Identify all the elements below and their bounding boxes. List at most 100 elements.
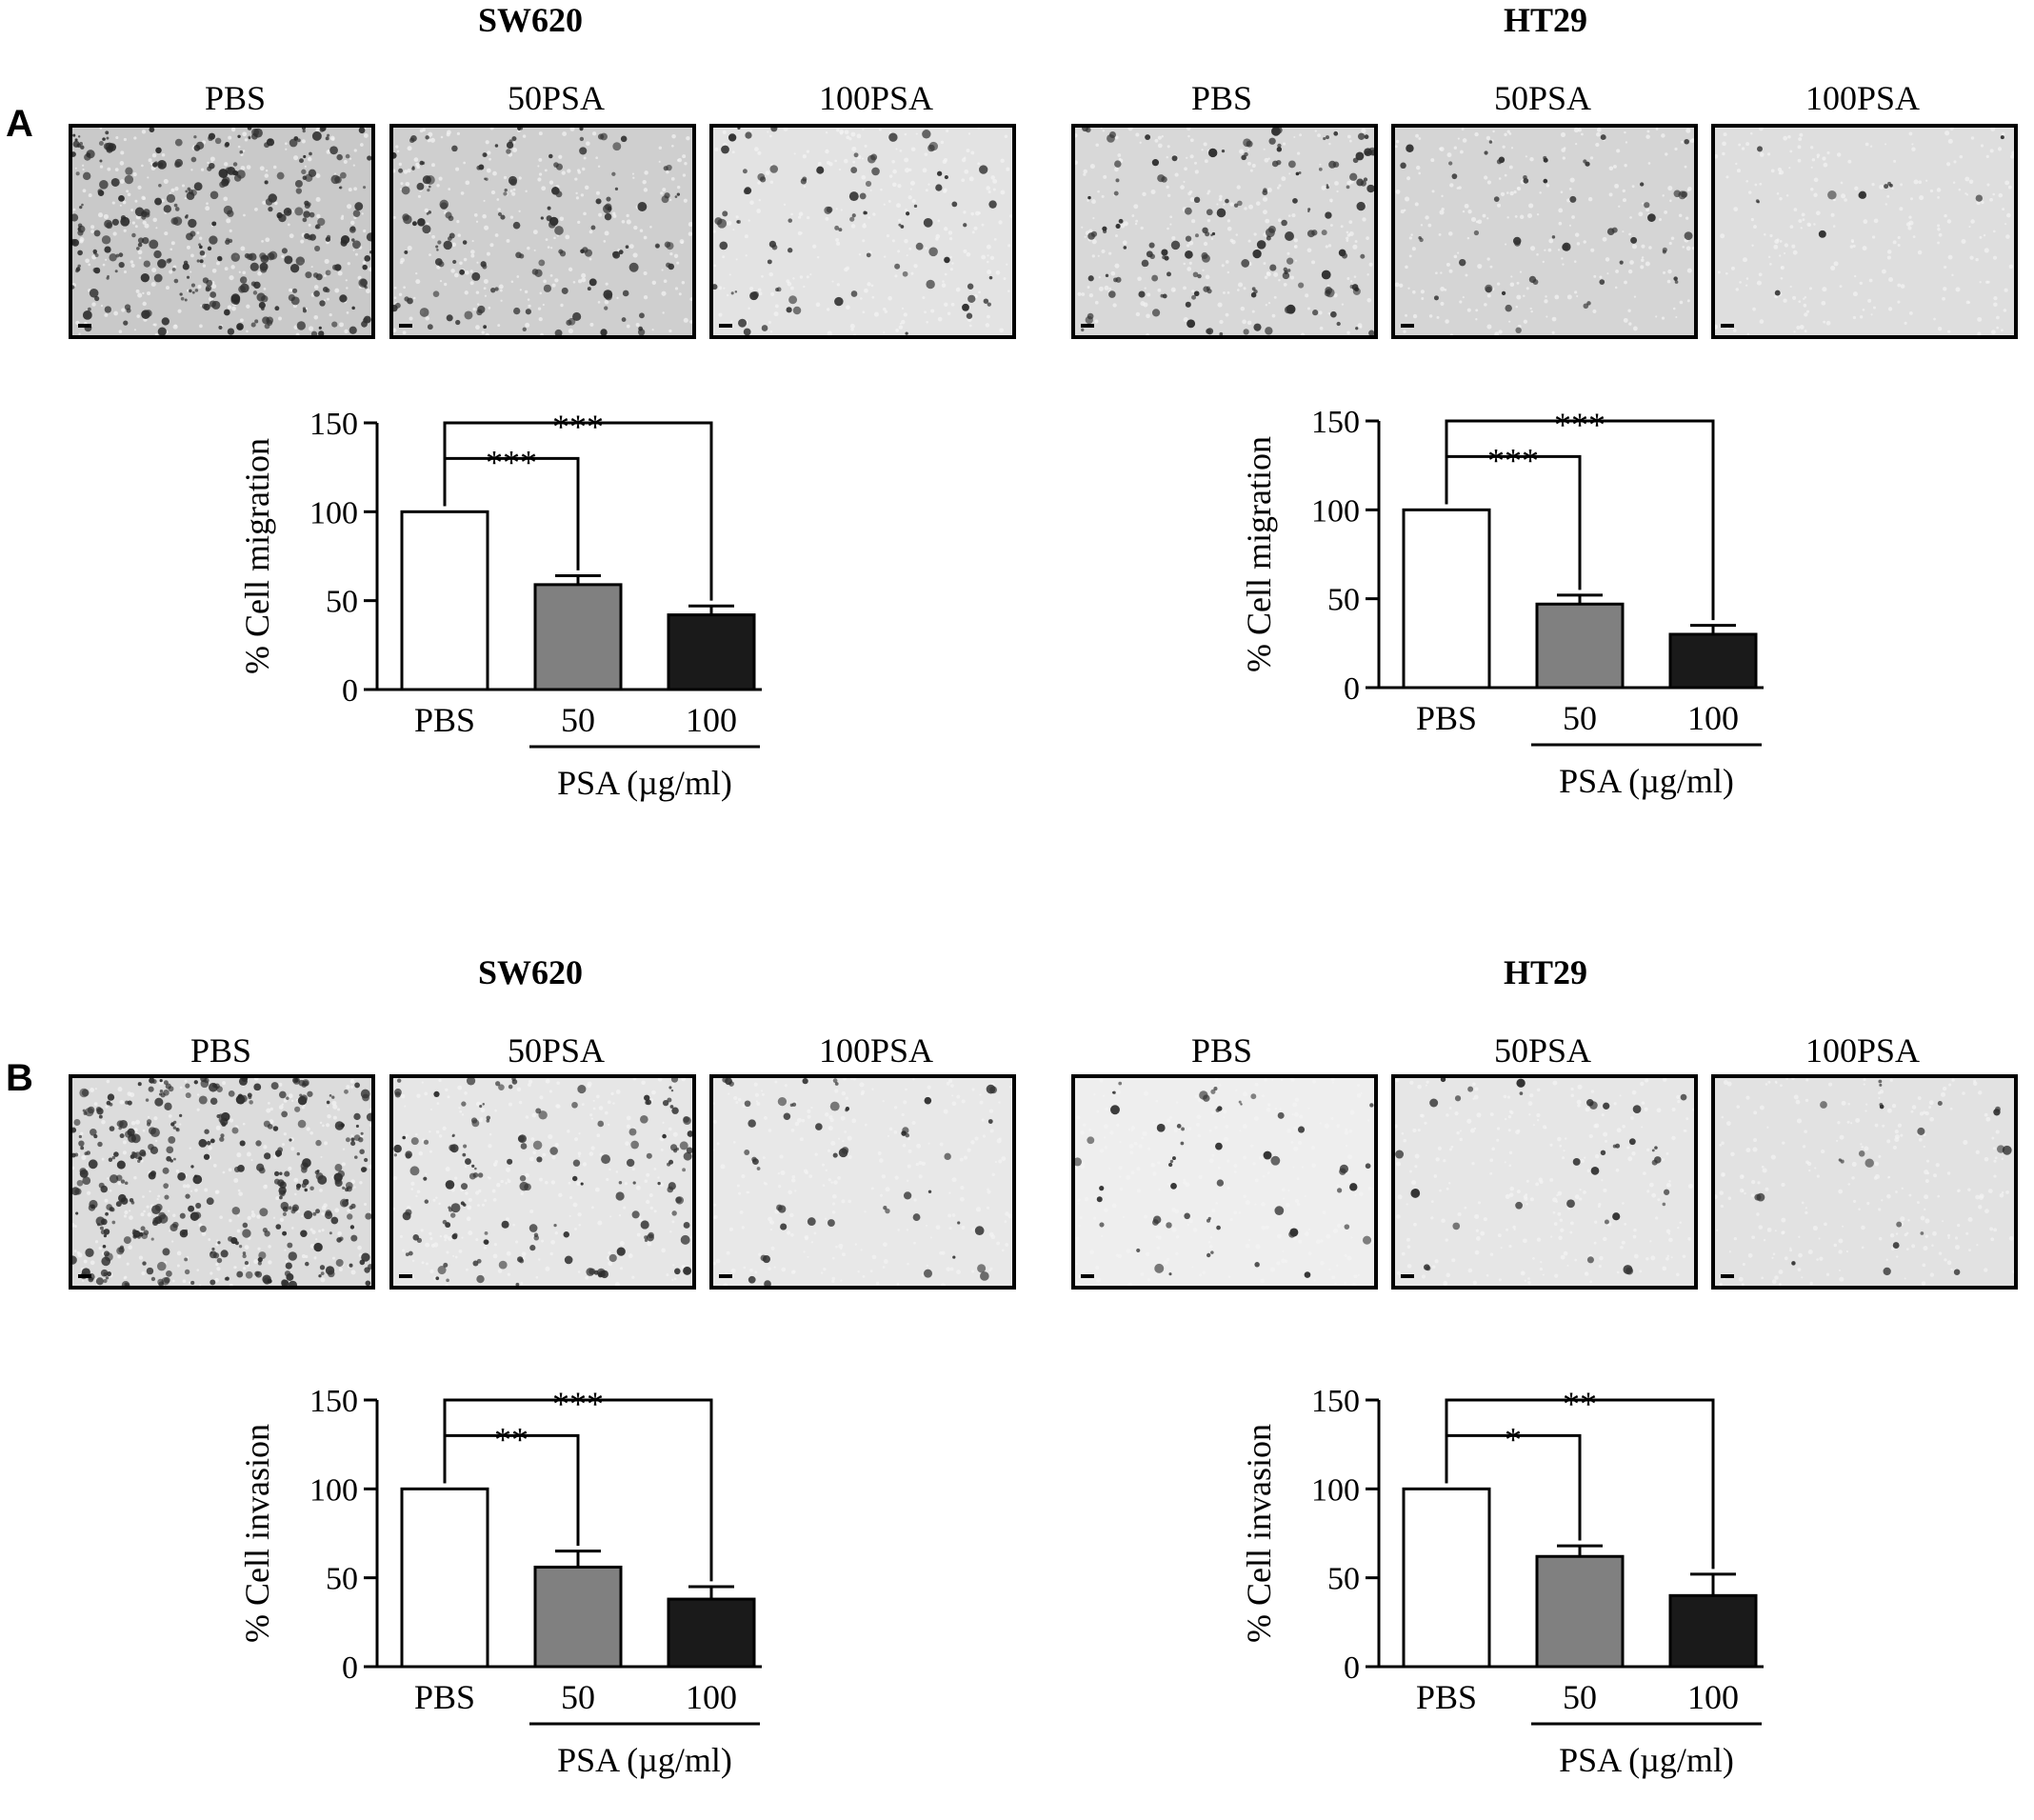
micrograph [1391,1074,1698,1290]
x-tick-label: PBS [1416,699,1477,737]
y-tick-label: 100 [309,495,358,530]
y-tick-label: 100 [1311,1472,1360,1508]
x-tick-label: 50 [561,1678,595,1716]
micrograph-field [393,1078,692,1286]
bar [1670,1595,1756,1667]
y-tick-label: 50 [326,1562,358,1597]
y-axis-label: % Cell invasion [238,1424,276,1643]
significance-label: *** [552,408,604,446]
scale-bar [399,1274,412,1278]
scale-bar [1721,324,1734,328]
bar [535,585,621,690]
micrograph [69,124,375,339]
title-a-sw620: SW620 [340,0,721,40]
micrograph-field [72,1078,371,1286]
bar [535,1567,621,1667]
bar [668,615,754,690]
micrograph [1071,124,1378,339]
x-group-label: PSA (µg/ml) [1559,762,1734,800]
image-label: 50PSA [1386,1030,1700,1070]
x-tick-label: 50 [1563,1678,1597,1716]
y-tick-label: 50 [1327,1562,1360,1597]
micrograph-field [1715,1078,2014,1286]
micrograph-field [1395,1078,1694,1286]
bar [1404,510,1489,688]
micrograph [1711,124,2018,339]
bar [1537,604,1623,688]
significance-label: *** [1487,441,1539,479]
y-tick-label: 0 [342,673,358,709]
scale-bar [78,324,91,328]
micrograph-field [393,128,692,335]
micrograph [709,1074,1016,1290]
scale-bar [1081,324,1094,328]
image-label: 50PSA [399,1030,713,1070]
image-label: PBS [64,1030,378,1070]
image-label: PBS [78,78,392,118]
x-tick-label: 100 [686,1678,737,1716]
scale-bar [719,324,732,328]
scale-bar [1401,324,1414,328]
x-tick-label: 50 [1563,699,1597,737]
micrograph-field [713,1078,1012,1286]
panel-letter-a: A [6,103,33,146]
x-tick-label: 50 [561,701,595,739]
title-b-ht29: HT29 [1355,952,1736,992]
scale-bar [1081,1274,1094,1278]
micrograph-field [1395,128,1694,335]
micrograph-field [713,128,1012,335]
title-a-ht29: HT29 [1355,0,1736,40]
significance-label: ** [494,1420,528,1458]
x-group-label: PSA (µg/ml) [557,764,732,802]
bar [1404,1489,1489,1667]
y-axis-label: % Cell invasion [1240,1424,1278,1643]
image-label: 100PSA [1705,78,2020,118]
x-tick-label: 100 [1687,1678,1739,1716]
x-group-label: PSA (µg/ml) [1559,1741,1734,1779]
y-tick-label: 150 [1311,1384,1360,1419]
scale-bar [1721,1274,1734,1278]
significance-label: *** [552,1385,604,1423]
micrograph-field [72,128,371,335]
bar [1537,1556,1623,1667]
micrograph [1711,1074,2018,1290]
y-tick-label: 100 [1311,493,1360,529]
y-axis-label: % Cell migration [1240,436,1278,672]
micrograph [69,1074,375,1290]
scale-bar [719,1274,732,1278]
image-label: 100PSA [719,1030,1033,1070]
micrograph [1391,124,1698,339]
micrograph-field [1715,128,2014,335]
y-tick-label: 100 [309,1472,358,1508]
x-tick-label: 100 [1687,699,1739,737]
micrograph [709,124,1016,339]
image-label: 100PSA [719,78,1033,118]
x-tick-label: PBS [1416,1678,1477,1716]
y-tick-label: 50 [1327,583,1360,618]
micrograph-field [1075,128,1374,335]
scale-bar [399,324,412,328]
x-group-label: PSA (µg/ml) [557,1741,732,1779]
micrograph [389,124,696,339]
bar [402,511,488,690]
bar [668,1599,754,1667]
micrograph-field [1075,1078,1374,1286]
scale-bar [78,1274,91,1278]
image-label: 50PSA [1386,78,1700,118]
y-tick-label: 150 [1311,405,1360,440]
x-tick-label: PBS [414,701,475,739]
y-axis-label: % Cell migration [238,438,276,674]
y-tick-label: 0 [342,1650,358,1686]
significance-label: ** [1563,1385,1597,1423]
image-label: PBS [1065,78,1379,118]
image-label: PBS [1065,1030,1379,1070]
significance-label: *** [1554,406,1605,444]
significance-label: *** [486,443,537,481]
bar [402,1489,488,1667]
y-tick-label: 150 [309,407,358,442]
title-b-sw620: SW620 [340,952,721,992]
